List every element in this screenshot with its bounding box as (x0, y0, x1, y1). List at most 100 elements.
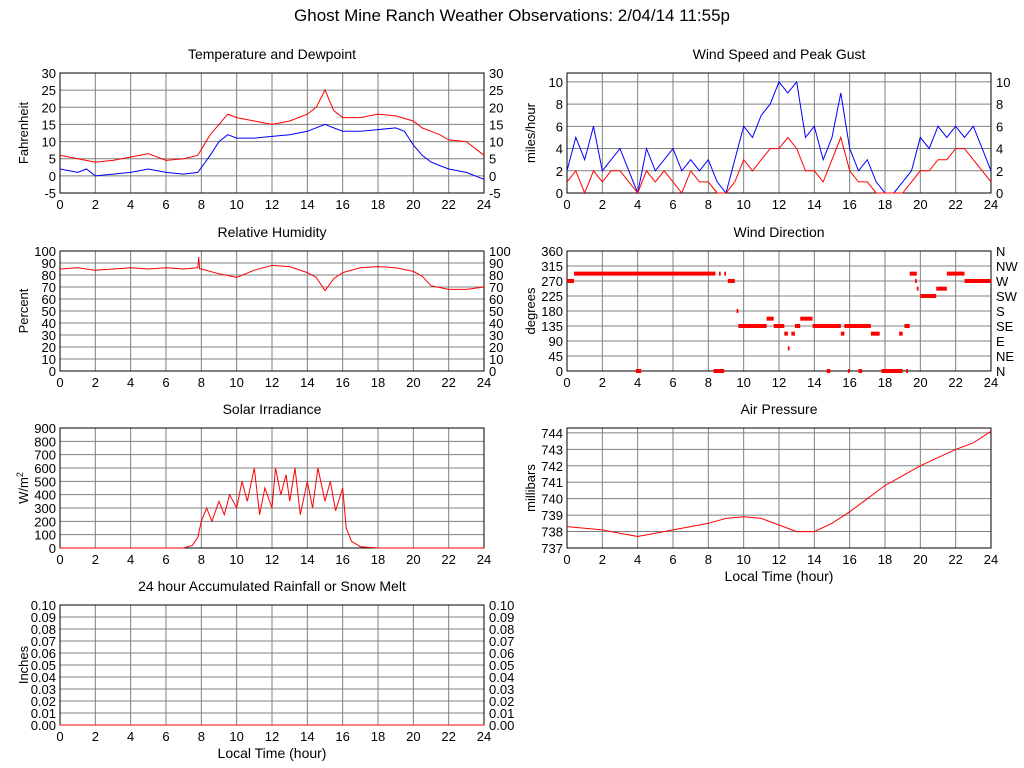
y-axis-label: miles/hour (523, 102, 538, 163)
x-tick-label: 6 (162, 729, 169, 744)
y-tick-label: 30 (42, 328, 56, 343)
x-tick-label: 2 (92, 729, 99, 744)
y-tick-label: 0.00 (31, 718, 56, 733)
chart-title: Solar Irradiance (223, 401, 322, 417)
y-tick-label: 0.06 (31, 646, 56, 661)
x-tick-label: 18 (371, 197, 385, 212)
x-tick-label: 6 (669, 197, 676, 212)
x-tick-label: 16 (842, 552, 856, 567)
y-tick-label: 0.02 (31, 694, 56, 709)
plot-frame (59, 72, 485, 194)
y-tick-label-right: 0.01 (489, 706, 514, 721)
y-tick-label: 800 (34, 434, 56, 449)
direction-label: SW (996, 289, 1018, 304)
y-tick-label: 600 (34, 461, 56, 476)
x-tick-label: 6 (669, 552, 676, 567)
y-tick-label-right: 0 (489, 364, 496, 379)
x-tick-label: 24 (984, 375, 998, 390)
y-tick-label: 10 (549, 75, 563, 90)
x-tick-label: 16 (335, 197, 349, 212)
y-tick-label: 0 (556, 186, 563, 201)
direction-label: S (996, 304, 1005, 319)
x-tick-label: 22 (948, 375, 962, 390)
x-tick-label: 20 (913, 552, 927, 567)
y-tick-label: 0.09 (31, 610, 56, 625)
x-tick-label: 0 (56, 375, 63, 390)
x-tick-label: 16 (335, 552, 349, 567)
x-tick-label: 14 (300, 375, 314, 390)
x-tick-label: 20 (406, 197, 420, 212)
direction-label: E (996, 334, 1005, 349)
x-tick-label: 10 (229, 729, 243, 744)
y-tick-label-right: 50 (489, 304, 503, 319)
x-tick-label: 22 (441, 729, 455, 744)
x-tick-label: 12 (772, 375, 786, 390)
x-tick-label: 8 (705, 197, 712, 212)
direction-label: N (996, 364, 1005, 379)
series-line-1 (59, 123, 485, 180)
y-tick-label-right: 20 (489, 340, 503, 355)
y-tick-label: 6 (556, 119, 563, 134)
y-tick-label: 0.04 (31, 670, 56, 685)
y-tick-label: 300 (34, 501, 56, 516)
x-tick-label: 16 (842, 375, 856, 390)
y-tick-label-right: 0.06 (489, 646, 514, 661)
x-tick-label: 18 (371, 375, 385, 390)
y-tick-label: 738 (541, 525, 563, 540)
x-tick-label: 14 (300, 729, 314, 744)
y-tick-label: 315 (541, 259, 563, 274)
y-tick-label: 0.05 (31, 658, 56, 673)
x-tick-label: 4 (634, 552, 641, 567)
y-tick-label: 50 (42, 304, 56, 319)
x-tick-label: 16 (842, 197, 856, 212)
x-tick-label: 4 (127, 729, 134, 744)
y-tick-label-right: 70 (489, 280, 503, 295)
x-tick-label: 20 (406, 729, 420, 744)
chart-title: Wind Speed and Peak Gust (693, 46, 866, 62)
y-tick-label-right: 5 (489, 152, 496, 167)
x-tick-label: 2 (599, 375, 606, 390)
y-tick-label: 80 (42, 268, 56, 283)
x-tick-label: 0 (56, 197, 63, 212)
x-tick-label: 2 (92, 552, 99, 567)
x-tick-label: 4 (127, 375, 134, 390)
y-tick-label-right: -5 (489, 186, 501, 201)
y-tick-label-right: 0.02 (489, 694, 514, 709)
page-title: Ghost Mine Ranch Weather Observations: 2… (294, 6, 730, 25)
plot-frame (566, 72, 992, 194)
y-tick-label-right: 6 (996, 119, 1003, 134)
series-line-0 (566, 430, 992, 538)
y-tick-label-right: 40 (489, 316, 503, 331)
y-tick-label: 744 (541, 426, 563, 441)
y-tick-label: 225 (541, 289, 563, 304)
y-tick-label: 900 (34, 421, 56, 436)
x-tick-label: 10 (229, 552, 243, 567)
series-line-1 (566, 135, 992, 195)
y-tick-label: 180 (541, 304, 563, 319)
y-tick-label-right: 4 (996, 142, 1003, 157)
x-tick-label: 10 (736, 375, 750, 390)
y-tick-label-right: 0 (996, 186, 1003, 201)
x-tick-label: 6 (162, 375, 169, 390)
x-tick-label: 8 (198, 552, 205, 567)
y-tick-label: 90 (42, 256, 56, 271)
y-tick-label-right: 0 (489, 169, 496, 184)
y-tick-label-right: 0.10 (489, 598, 514, 613)
x-tick-label: 14 (807, 197, 821, 212)
y-tick-label: 0 (556, 364, 563, 379)
x-tick-label: 22 (948, 197, 962, 212)
x-tick-label: 0 (56, 729, 63, 744)
x-tick-label: 2 (92, 375, 99, 390)
y-tick-label: 0.03 (31, 682, 56, 697)
chart-rain: 24 hour Accumulated Rainfall or Snow Mel… (16, 578, 514, 761)
x-tick-label: 20 (406, 552, 420, 567)
x-tick-label: 14 (300, 552, 314, 567)
series-line-0 (59, 256, 485, 292)
x-tick-label: 18 (878, 197, 892, 212)
y-tick-label: 739 (541, 508, 563, 523)
